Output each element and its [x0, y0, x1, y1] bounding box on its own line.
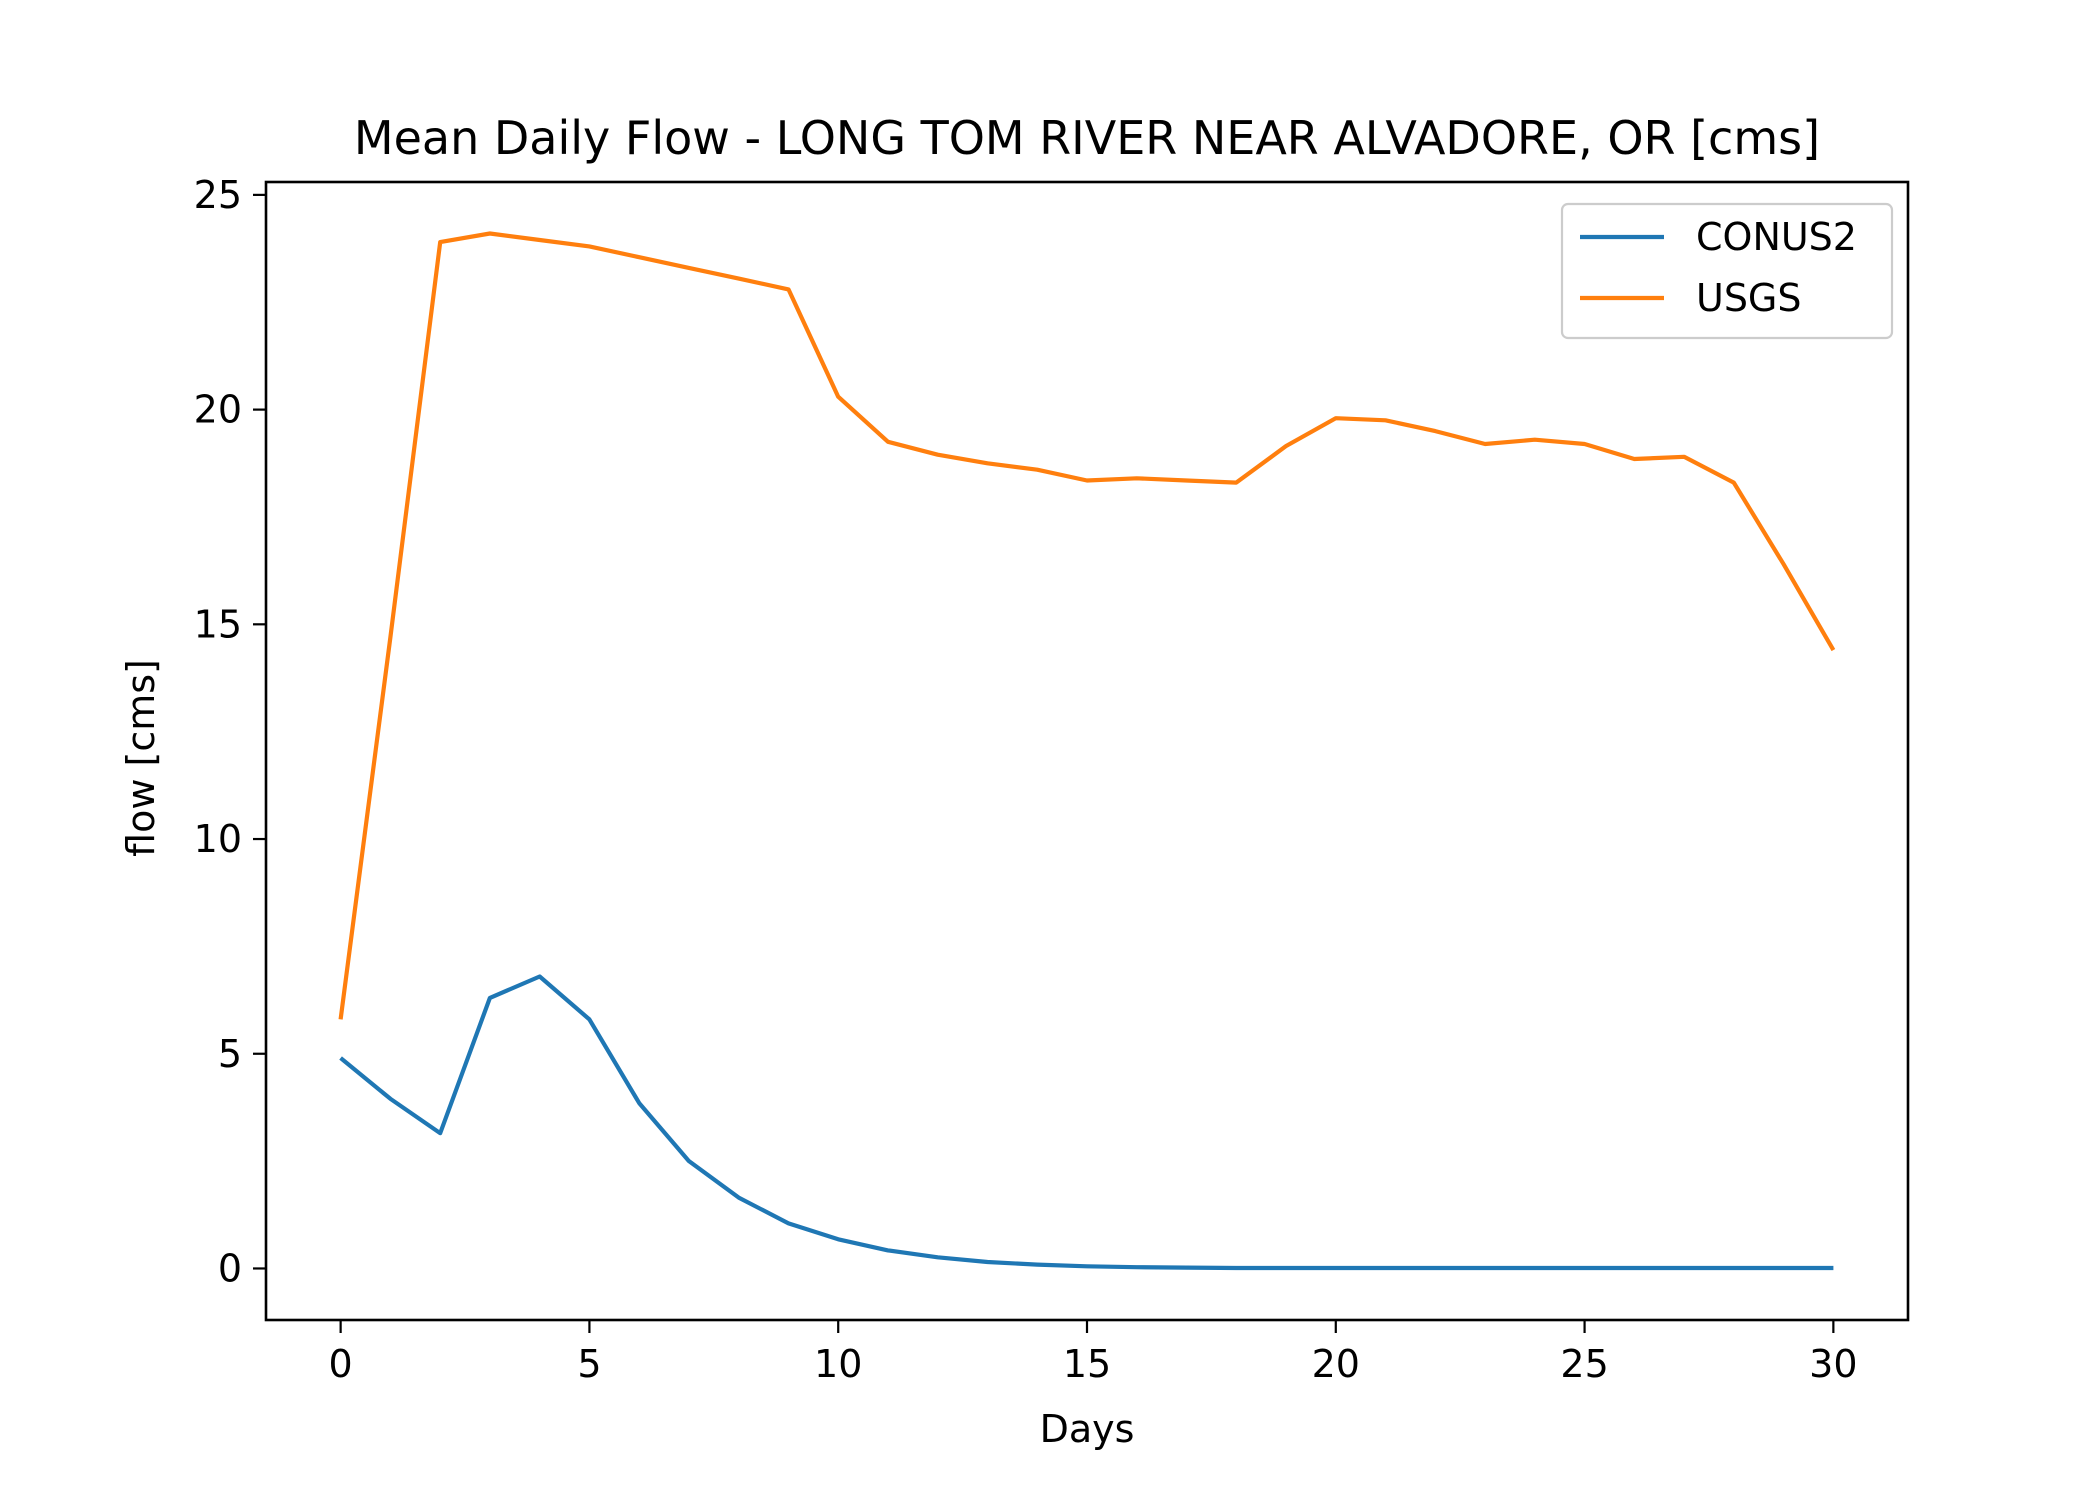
- y-tick-label: 0: [218, 1246, 242, 1290]
- series-line-usgs: [338, 231, 1836, 1020]
- y-tick-label: 5: [218, 1032, 242, 1076]
- x-tick-label: 25: [1560, 1342, 1608, 1386]
- x-axis-ticks: 0 5 10 15 20 25 30: [329, 1320, 1858, 1386]
- chart-legend: CONUS2 USGS: [1560, 202, 1894, 340]
- chart-title: Mean Daily Flow - LONG TOM RIVER NEAR AL…: [354, 111, 1820, 165]
- x-tick-label: 15: [1063, 1342, 1111, 1386]
- x-tick-label: 20: [1312, 1342, 1360, 1386]
- y-tick-label: 15: [194, 602, 242, 646]
- y-axis-label: flow [cms]: [119, 659, 163, 857]
- x-tick-label: 5: [577, 1342, 601, 1386]
- x-tick-label: 30: [1809, 1342, 1857, 1386]
- y-axis-ticks: 0 5 10 15 20 25: [194, 173, 266, 1290]
- y-tick-label: 10: [194, 817, 242, 861]
- y-tick-label: 25: [194, 173, 242, 217]
- series-line-conus2: [339, 974, 1834, 1271]
- series-layer: [338, 231, 1836, 1271]
- y-tick-label: 20: [194, 388, 242, 432]
- x-tick-label: 10: [814, 1342, 862, 1386]
- legend-label: USGS: [1696, 276, 1802, 320]
- x-axis-label: Days: [1040, 1407, 1135, 1451]
- x-tick-label: 0: [329, 1342, 353, 1386]
- legend-label: CONUS2: [1696, 215, 1857, 259]
